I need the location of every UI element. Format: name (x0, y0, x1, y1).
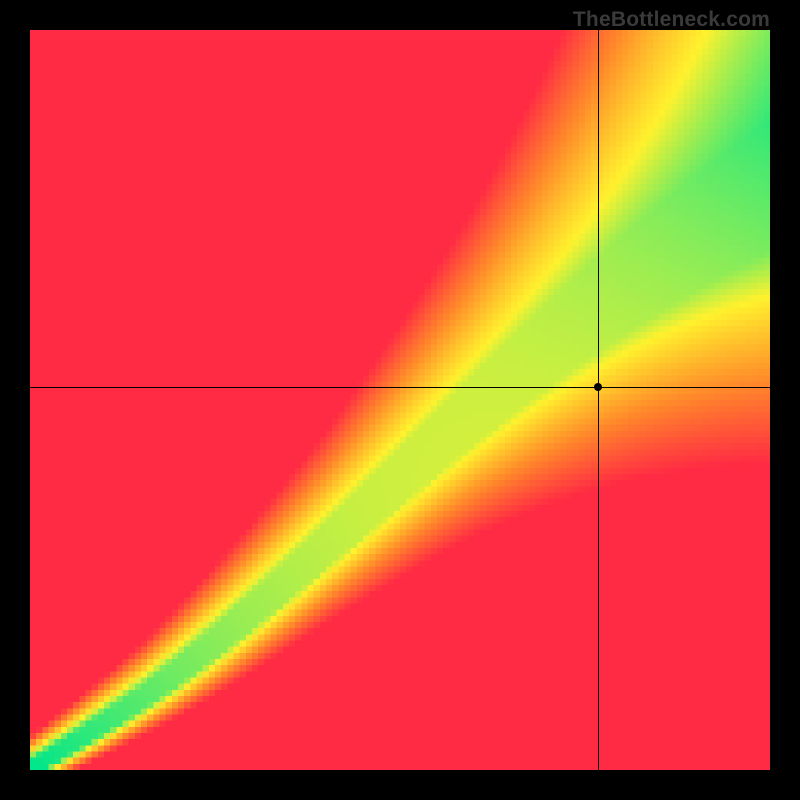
marker-dot (594, 383, 602, 391)
crosshair-vertical (598, 30, 599, 770)
plot-area (30, 30, 770, 770)
bottleneck-heatmap (30, 30, 770, 770)
crosshair-horizontal (30, 387, 770, 388)
chart-container: TheBottleneck.com (0, 0, 800, 800)
watermark-text: TheBottleneck.com (573, 8, 770, 32)
